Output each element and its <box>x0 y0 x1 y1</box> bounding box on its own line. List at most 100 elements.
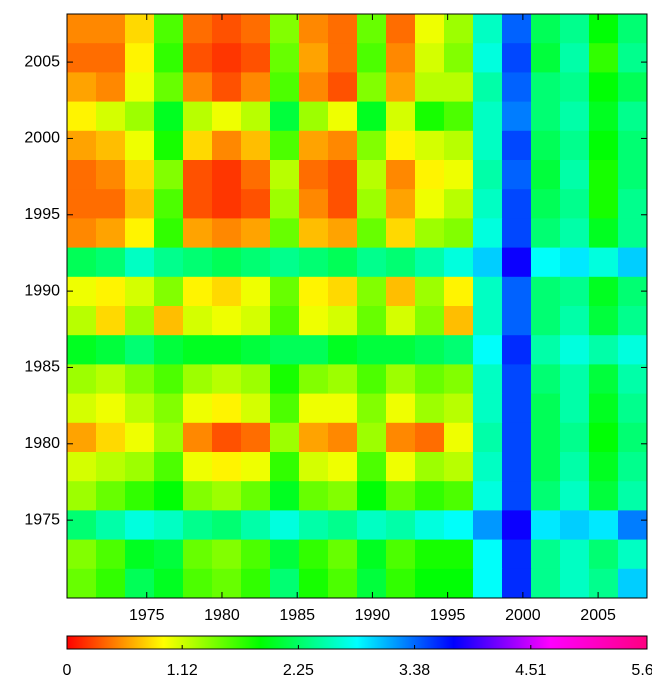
heatmap-cell <box>328 43 358 73</box>
heatmap-cell <box>415 481 445 511</box>
heatmap-cell <box>96 364 126 395</box>
heatmap-cell <box>67 14 97 44</box>
heatmap-cell <box>299 189 329 219</box>
heatmap-cell <box>328 364 358 395</box>
heatmap-cell <box>96 276 126 307</box>
heatmap-cell <box>357 14 387 44</box>
heatmap-cell <box>125 101 155 132</box>
heatmap-cell <box>154 568 184 599</box>
heatmap-cell <box>473 160 503 190</box>
heatmap-cell <box>270 72 300 103</box>
heatmap-cell <box>154 393 184 424</box>
heatmap-cell <box>125 510 155 541</box>
heatmap-cell <box>357 101 387 132</box>
heatmap-cell <box>502 160 532 190</box>
heatmap-cell <box>212 130 242 161</box>
heatmap-cell <box>183 393 213 424</box>
heatmap-cell <box>270 539 300 570</box>
heatmap-cell <box>589 43 619 73</box>
heatmap-cell <box>589 247 619 278</box>
heatmap-cell <box>415 247 445 278</box>
heatmap-cell <box>67 481 97 511</box>
heatmap-cell <box>241 422 271 453</box>
heatmap-cell <box>154 101 184 132</box>
heatmap-cell <box>502 14 532 44</box>
heatmap-cell <box>473 422 503 453</box>
heatmap-cell <box>415 422 445 453</box>
heatmap-cell <box>415 43 445 73</box>
heatmap-cell <box>502 189 532 219</box>
heatmap-cell <box>299 247 329 278</box>
heatmap-cell <box>125 43 155 73</box>
heatmap-cell <box>212 481 242 511</box>
heatmap-cell <box>241 510 271 541</box>
heatmap-cell <box>96 452 126 482</box>
heatmap-cell <box>502 393 532 424</box>
heatmap-cell <box>618 130 648 161</box>
heatmap-cell <box>357 72 387 103</box>
heatmap-cell <box>357 43 387 73</box>
heatmap-cell <box>67 422 97 453</box>
heatmap-cell <box>96 247 126 278</box>
heatmap-cell <box>328 306 358 336</box>
heatmap-cell <box>531 393 561 424</box>
heatmap-cell <box>299 510 329 541</box>
heatmap-cell <box>328 335 358 365</box>
heatmap-cell <box>183 510 213 541</box>
heatmap-cell <box>212 422 242 453</box>
heatmap-cell <box>299 160 329 190</box>
heatmap-cell <box>560 189 590 219</box>
heatmap-cell <box>473 72 503 103</box>
heatmap-cell <box>299 422 329 453</box>
heatmap-cell <box>270 481 300 511</box>
heatmap-cell <box>357 393 387 424</box>
heatmap-cell <box>618 101 648 132</box>
heatmap-cell <box>531 510 561 541</box>
heatmap-cell <box>183 481 213 511</box>
heatmap-cell <box>357 218 387 249</box>
y-tick-label: 2000 <box>24 130 60 147</box>
heatmap-cell <box>444 539 474 570</box>
heatmap-cell <box>183 189 213 219</box>
heatmap-cell <box>502 72 532 103</box>
heatmap-cell <box>589 14 619 44</box>
heatmap-cell <box>183 14 213 44</box>
heatmap-cell <box>154 14 184 44</box>
heatmap-cell <box>502 43 532 73</box>
colorbar-tick-label: 3.38 <box>399 662 430 679</box>
x-tick-label: 1985 <box>279 607 315 624</box>
heatmap-cell <box>444 276 474 307</box>
heatmap-cell <box>212 160 242 190</box>
heatmap-cell <box>357 130 387 161</box>
heatmap-cell <box>444 218 474 249</box>
heatmap <box>67 14 648 599</box>
heatmap-cell <box>154 189 184 219</box>
heatmap-cell <box>415 14 445 44</box>
heatmap-cell <box>96 218 126 249</box>
heatmap-cell <box>473 101 503 132</box>
heatmap-cell <box>299 101 329 132</box>
heatmap-cell <box>125 568 155 599</box>
heatmap-cell <box>386 247 416 278</box>
heatmap-cell <box>386 218 416 249</box>
heatmap-cell <box>299 306 329 336</box>
heatmap-cell <box>67 335 97 365</box>
heatmap-cell <box>154 452 184 482</box>
heatmap-cell <box>212 218 242 249</box>
heatmap-cell <box>183 218 213 249</box>
heatmap-cell <box>328 130 358 161</box>
heatmap-cell <box>444 568 474 599</box>
heatmap-cell <box>125 14 155 44</box>
heatmap-cell <box>444 247 474 278</box>
heatmap-cell <box>154 306 184 336</box>
y-tick-label: 1985 <box>24 359 60 376</box>
heatmap-cell <box>328 422 358 453</box>
heatmap-cell <box>183 130 213 161</box>
heatmap-cell <box>357 276 387 307</box>
heatmap-cell <box>473 306 503 336</box>
heatmap-cell <box>67 130 97 161</box>
heatmap-cell <box>618 189 648 219</box>
heatmap-cell <box>299 276 329 307</box>
heatmap-cell <box>415 218 445 249</box>
heatmap-cell <box>154 247 184 278</box>
